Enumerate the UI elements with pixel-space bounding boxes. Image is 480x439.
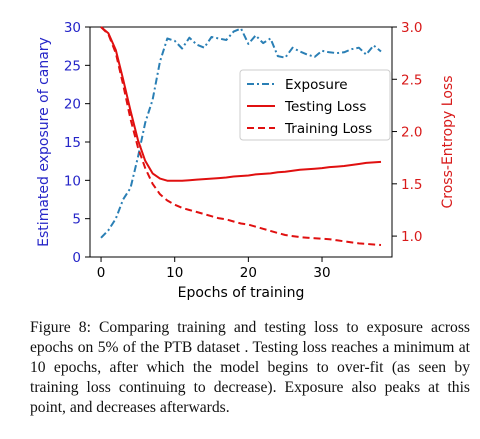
y-left-tick-label: 20	[64, 97, 81, 113]
caption-text: Figure 8: Comparing training and testing…	[30, 319, 470, 416]
legend-box	[239, 69, 391, 141]
series-line-training-loss	[100, 26, 382, 246]
x-tick-label: 20	[240, 265, 257, 281]
y-left-tick-label: 10	[64, 173, 81, 189]
y-right-tick-label: 3.0	[401, 20, 422, 36]
y-right-tick-label: 2.0	[401, 125, 422, 141]
y-left-tick-label: 30	[64, 20, 81, 36]
y-left-axis-label: Estimated exposure of canary	[36, 37, 52, 247]
series-line-testing-loss	[100, 26, 382, 182]
legend-label: Testing Loss	[284, 99, 366, 115]
legend-label: Exposure	[285, 77, 348, 93]
x-tick-label: 10	[166, 265, 183, 281]
y-right-tick-label: 1.5	[401, 177, 422, 193]
y-right-tick-label: 1.0	[401, 229, 422, 245]
y-left-tick-label: 5	[72, 212, 81, 228]
line-chart: 0 10 20 30 0 5 10 15 20 25 30 1.0 1.5 2.0 2.5 3.0 Epochs…	[36, 20, 456, 301]
x-tick-label: 0	[97, 265, 106, 281]
y-left-tick-label: 15	[64, 135, 81, 151]
legend-label: Training Loss	[284, 121, 372, 137]
y-left-tick-label: 0	[72, 250, 81, 266]
figure-caption: Figure 8: Comparing training and testing…	[30, 318, 470, 418]
y-right-tick-label: 2.5	[401, 72, 422, 88]
x-tick-label: 30	[313, 265, 330, 281]
x-axis-label: Epochs of training	[178, 285, 305, 301]
y-right-axis-label: Cross-Entropy Loss	[440, 76, 456, 209]
y-left-tick-label: 25	[64, 58, 81, 74]
